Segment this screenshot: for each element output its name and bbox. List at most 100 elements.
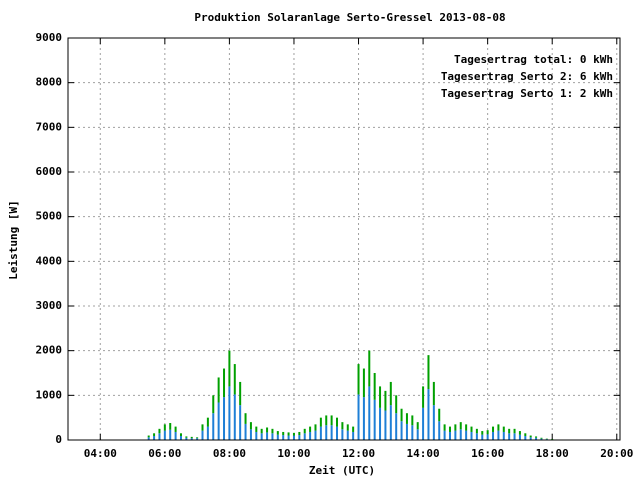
bar [443, 430, 446, 440]
bar [319, 426, 322, 440]
bar [443, 424, 446, 431]
bar [185, 437, 188, 440]
bar [459, 422, 462, 430]
bar [362, 397, 365, 440]
bar [336, 417, 339, 427]
bar [400, 421, 403, 440]
bar [432, 405, 435, 440]
bar [492, 426, 495, 432]
bar [179, 435, 182, 440]
bar [502, 431, 505, 440]
bar [518, 431, 521, 435]
bar [190, 438, 193, 440]
bar [529, 437, 532, 440]
y-tick-label: 9000 [36, 31, 63, 44]
y-tick-label: 0 [55, 433, 62, 446]
bar [158, 428, 161, 434]
bar [540, 437, 543, 439]
x-tick-label: 06:00 [148, 447, 181, 460]
bar [255, 431, 258, 440]
bar [212, 395, 215, 414]
bar [427, 389, 430, 440]
x-tick-label: 04:00 [84, 447, 117, 460]
bar [475, 433, 478, 440]
bar [298, 435, 301, 440]
bar [518, 434, 521, 440]
bar [309, 426, 312, 432]
bar [244, 423, 247, 440]
bar [239, 381, 242, 406]
x-tick-label: 10:00 [277, 447, 310, 460]
bar [298, 431, 301, 436]
bar [438, 408, 441, 422]
bar [481, 434, 484, 440]
bar [153, 433, 156, 436]
bar [190, 436, 193, 439]
bar [249, 422, 252, 430]
bar [303, 428, 306, 434]
bar [422, 407, 425, 440]
bar [357, 394, 360, 440]
bar [465, 430, 468, 440]
bar [185, 436, 188, 438]
x-tick-label: 12:00 [342, 447, 375, 460]
bar [389, 405, 392, 440]
bar [432, 381, 435, 406]
bar [524, 433, 527, 436]
bar [411, 415, 414, 426]
bar [233, 364, 236, 395]
x-tick-label: 20:00 [600, 447, 633, 460]
x-tick-label: 18:00 [536, 447, 569, 460]
bar [271, 433, 274, 440]
bar [239, 405, 242, 440]
bar [492, 431, 495, 440]
bar [422, 386, 425, 408]
bar [373, 373, 376, 400]
bar [416, 422, 419, 430]
y-tick-label: 1000 [36, 388, 63, 401]
bar [276, 431, 279, 435]
legend-entry: Tagesertrag Serto 2: 6 kWh [441, 70, 613, 83]
bar [282, 431, 285, 436]
bar [153, 435, 156, 440]
bar [196, 438, 199, 440]
bar [448, 426, 451, 432]
bar [341, 429, 344, 440]
bar [163, 430, 166, 440]
bar [405, 413, 408, 424]
bar [271, 428, 274, 434]
bar [201, 424, 204, 431]
bar [341, 422, 344, 430]
y-tick-label: 2000 [36, 344, 63, 357]
bar [147, 435, 150, 438]
bar [438, 421, 441, 440]
bar [384, 410, 387, 440]
chart-title: Produktion Solaranlage Serto-Gressel 201… [194, 11, 505, 24]
bar [400, 408, 403, 422]
bar [228, 386, 231, 440]
bar [330, 425, 333, 440]
bar [395, 413, 398, 440]
bar [486, 434, 489, 440]
bar [163, 424, 166, 431]
bar [454, 424, 457, 431]
bar [448, 431, 451, 440]
bar [233, 394, 236, 440]
plot-border [67, 37, 621, 441]
x-tick-label: 16:00 [471, 447, 504, 460]
bar [373, 399, 376, 440]
bar [405, 423, 408, 440]
bar [174, 426, 177, 432]
bar [508, 433, 511, 440]
bar [384, 390, 387, 411]
bar [179, 433, 182, 436]
bar [212, 413, 215, 440]
bar [266, 432, 269, 440]
bar [206, 426, 209, 440]
bar [481, 431, 484, 435]
bar [314, 430, 317, 440]
bar [260, 433, 263, 440]
bar [147, 437, 150, 440]
bar [459, 429, 462, 440]
